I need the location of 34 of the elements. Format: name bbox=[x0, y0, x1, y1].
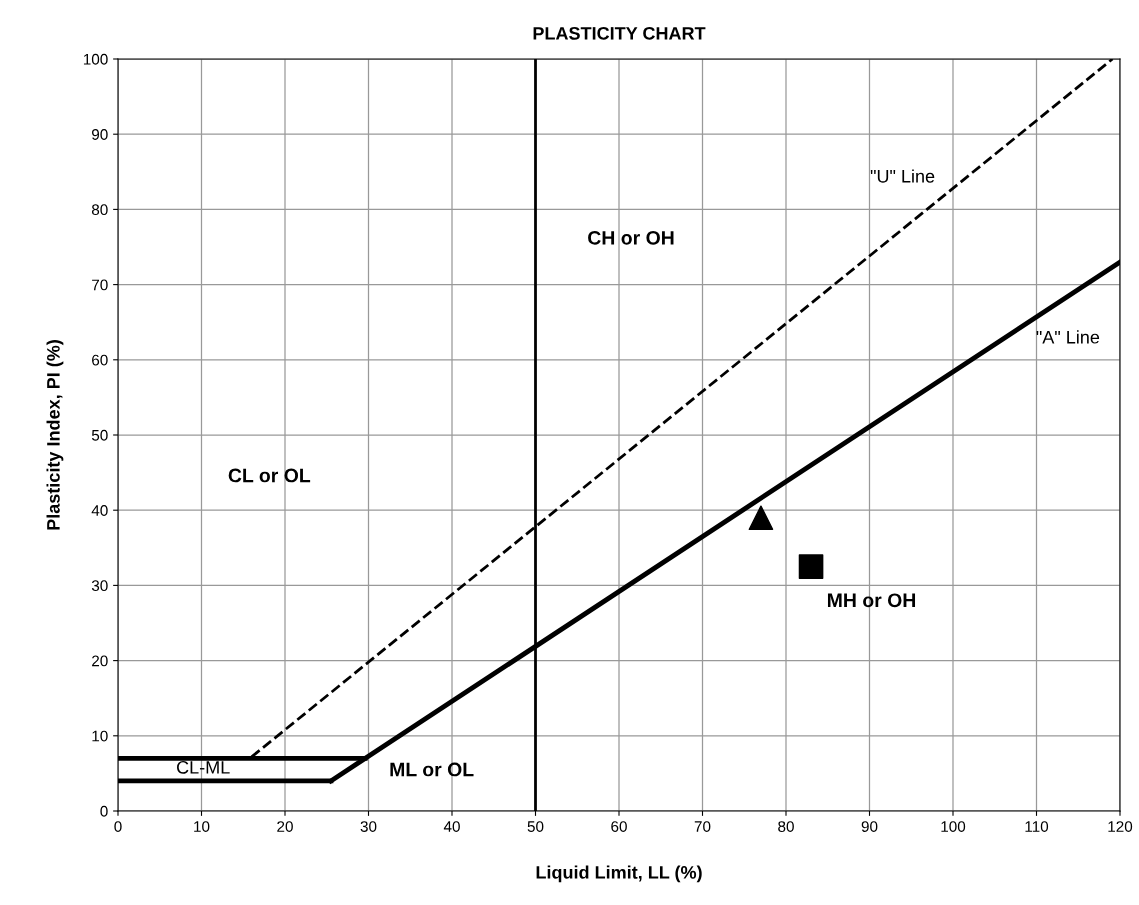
y-tick-label: 0 bbox=[100, 805, 108, 817]
x-tick-label: 100 bbox=[941, 821, 966, 832]
annotation: "A" Line bbox=[1036, 330, 1100, 344]
annotation: "U" Line bbox=[870, 169, 935, 183]
y-tick-label: 90 bbox=[92, 129, 108, 140]
x-tick-label: 50 bbox=[527, 821, 544, 832]
x-tick-label: 10 bbox=[194, 821, 210, 832]
annotation: CL-ML bbox=[177, 760, 230, 774]
y-axis-title: Plasticity Index, PI (%) bbox=[46, 340, 64, 530]
annotation: MH or OH bbox=[827, 593, 916, 608]
y-tick-label: 40 bbox=[91, 505, 108, 516]
x-tick-label: 70 bbox=[694, 821, 711, 832]
x-tick-label: 110 bbox=[1025, 821, 1049, 832]
x-tick-label: 120 bbox=[1108, 821, 1133, 832]
annotation: CH or OH bbox=[588, 230, 674, 245]
x-axis-title: Liquid Limit, LL (%) bbox=[536, 865, 702, 883]
annotation: ML or OL bbox=[390, 762, 474, 777]
annotation: CL or OL bbox=[228, 468, 311, 483]
x-tick-label: 80 bbox=[778, 821, 794, 832]
y-tick-label: 80 bbox=[91, 204, 108, 216]
x-tick-label: 60 bbox=[611, 821, 627, 832]
y-tick-label: 20 bbox=[92, 655, 108, 667]
x-tick-label: 20 bbox=[277, 821, 293, 832]
y-tick-label: 30 bbox=[91, 580, 108, 592]
y-tick-label: 60 bbox=[92, 354, 108, 366]
chart-title: PLASTICITY CHART bbox=[533, 26, 706, 40]
y-tick-label: 70 bbox=[92, 279, 108, 291]
y-tick-label: 10 bbox=[92, 730, 108, 742]
x-tick-label: 40 bbox=[443, 821, 460, 832]
y-tick-label: 50 bbox=[91, 429, 108, 441]
x-tick-label: 90 bbox=[861, 821, 878, 832]
x-tick-label: 30 bbox=[360, 821, 377, 832]
y-tick-label: 100 bbox=[83, 53, 108, 65]
x-tick-label: 0 bbox=[114, 821, 122, 832]
